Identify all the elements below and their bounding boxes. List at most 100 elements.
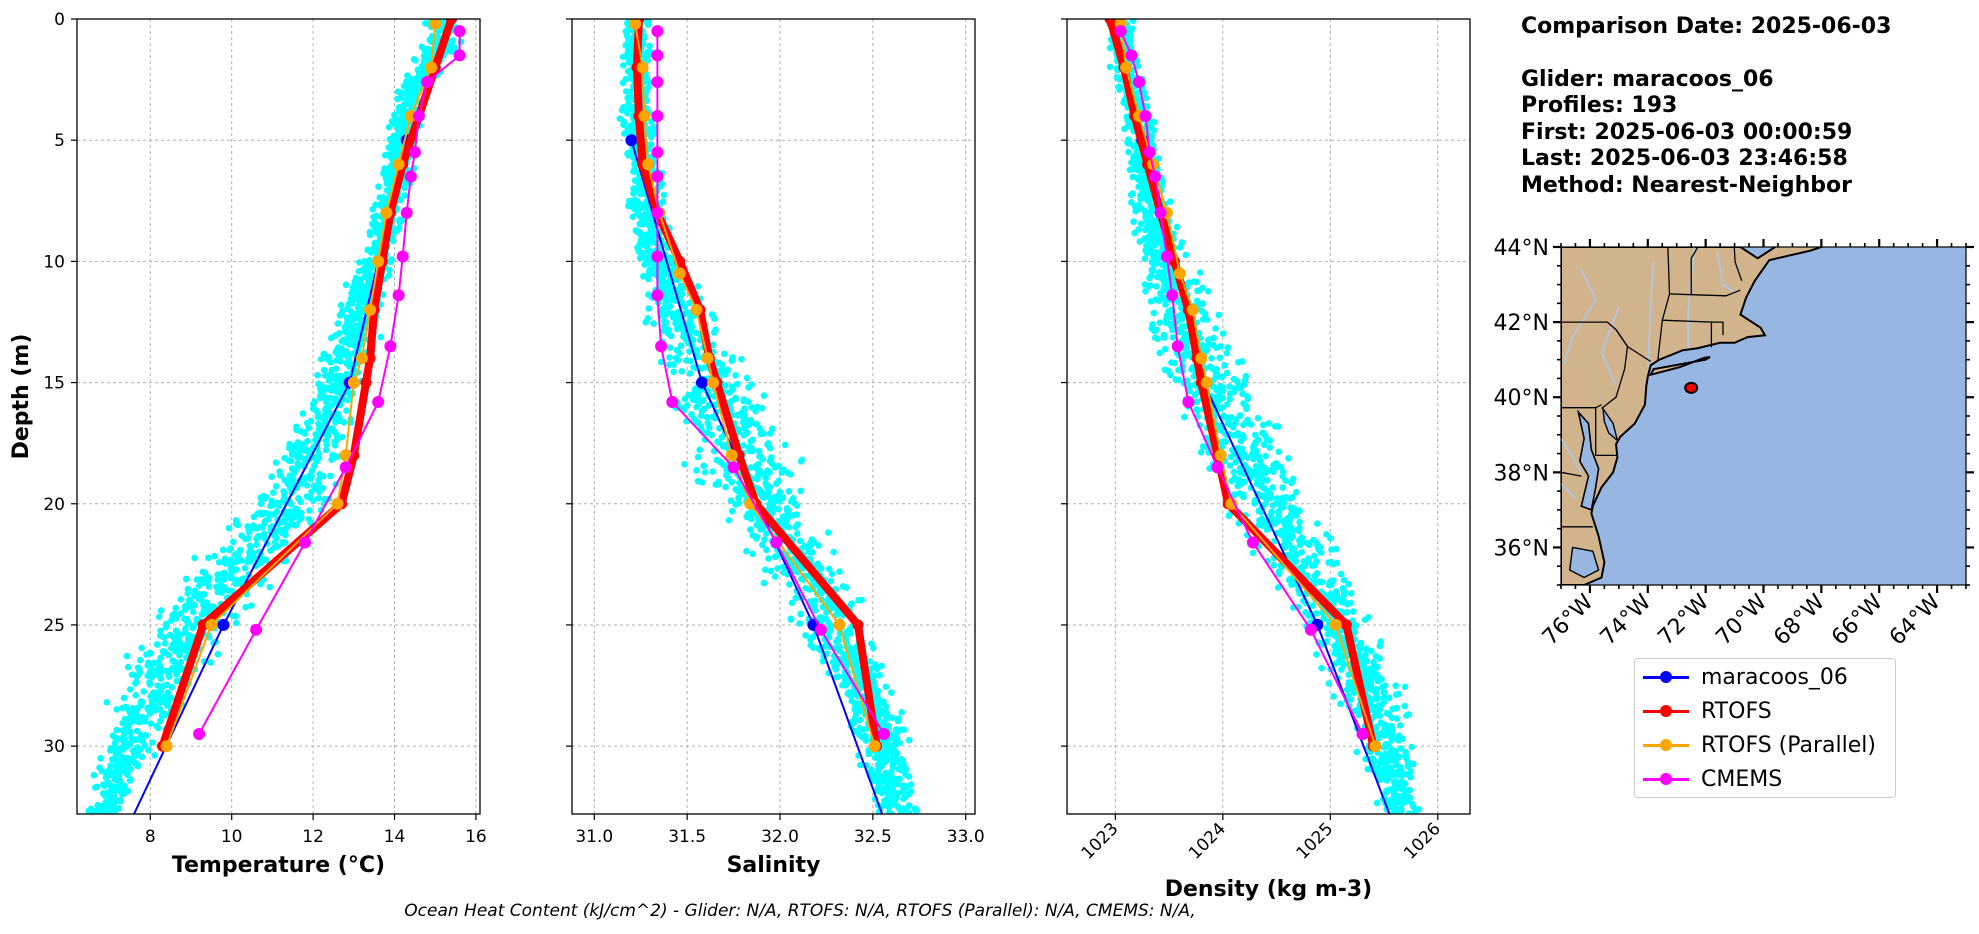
observation-point bbox=[310, 482, 318, 490]
observation-point bbox=[847, 602, 854, 609]
observation-point bbox=[1141, 89, 1148, 96]
observation-point bbox=[895, 715, 902, 722]
observation-point bbox=[327, 370, 335, 378]
series-point-rtofs_parallel bbox=[339, 449, 352, 462]
observation-point bbox=[629, 213, 637, 221]
observation-point bbox=[332, 332, 339, 339]
series-point-rtofs_parallel bbox=[642, 158, 655, 171]
observation-point bbox=[701, 469, 709, 476]
series-point-rtofs_parallel bbox=[833, 618, 846, 631]
observation-point bbox=[421, 59, 428, 66]
observation-point bbox=[107, 747, 114, 754]
observation-point bbox=[233, 619, 240, 627]
observation-point bbox=[311, 398, 319, 405]
observation-point bbox=[898, 709, 905, 716]
observation-point bbox=[1157, 290, 1164, 298]
observation-point bbox=[1260, 421, 1267, 429]
series-point-rtofs_parallel bbox=[425, 61, 438, 74]
observation-point bbox=[1347, 590, 1355, 597]
observation-point bbox=[1320, 615, 1327, 622]
series-point-cmems bbox=[651, 25, 664, 38]
observation-point bbox=[676, 314, 683, 321]
observation-point bbox=[697, 412, 705, 420]
observation-point bbox=[1343, 609, 1351, 616]
series-point-cmems bbox=[651, 76, 664, 88]
observation-point bbox=[1254, 477, 1261, 485]
observation-point bbox=[1277, 501, 1285, 509]
observation-point bbox=[827, 577, 835, 585]
observation-point bbox=[334, 344, 342, 351]
observation-point bbox=[377, 333, 385, 341]
observation-point bbox=[903, 806, 910, 813]
observation-point bbox=[1142, 209, 1150, 217]
observation-point bbox=[700, 405, 708, 413]
observation-point bbox=[177, 610, 184, 617]
observation-point bbox=[767, 567, 775, 575]
observation-point bbox=[856, 706, 863, 714]
observation-point bbox=[888, 768, 895, 776]
observation-point bbox=[892, 733, 899, 740]
observation-point bbox=[1137, 191, 1144, 199]
observation-point bbox=[666, 344, 674, 352]
observation-point bbox=[1225, 512, 1233, 520]
observation-point bbox=[383, 187, 391, 194]
observation-point bbox=[277, 519, 285, 526]
observation-point bbox=[907, 781, 915, 788]
observation-point bbox=[1287, 495, 1294, 502]
observation-point bbox=[177, 631, 184, 639]
observation-point bbox=[1141, 255, 1149, 262]
observation-point bbox=[394, 227, 401, 234]
observation-point bbox=[785, 523, 792, 531]
observation-point bbox=[1239, 390, 1246, 398]
observation-point bbox=[1244, 416, 1251, 424]
observation-point bbox=[242, 603, 249, 611]
observation-point bbox=[659, 198, 667, 205]
observation-point bbox=[184, 585, 192, 593]
observation-point bbox=[279, 539, 286, 546]
series-point-rtofs_parallel bbox=[364, 303, 377, 316]
observation-point bbox=[842, 584, 850, 591]
observation-point bbox=[352, 314, 359, 322]
observation-point bbox=[398, 122, 405, 129]
observation-point bbox=[190, 623, 197, 630]
observation-point bbox=[644, 57, 651, 64]
observation-point bbox=[301, 429, 309, 436]
observation-point bbox=[774, 505, 782, 513]
observation-point bbox=[1148, 266, 1156, 274]
observation-point bbox=[1360, 659, 1368, 667]
observation-point bbox=[333, 357, 340, 364]
observation-point bbox=[356, 276, 364, 284]
observation-point bbox=[385, 123, 393, 131]
series-point-cmems bbox=[651, 289, 664, 302]
observation-point bbox=[1302, 609, 1309, 616]
observation-point bbox=[677, 342, 685, 350]
observation-point bbox=[889, 778, 896, 786]
observation-point bbox=[261, 519, 268, 527]
observation-point bbox=[226, 546, 233, 554]
observation-point bbox=[662, 311, 669, 318]
series-point-cmems bbox=[250, 623, 263, 636]
observation-point bbox=[274, 499, 281, 507]
series-point-rtofs_parallel bbox=[629, 19, 642, 30]
observation-point bbox=[738, 355, 745, 363]
series-point-rtofs_parallel bbox=[372, 255, 385, 268]
observation-point bbox=[1163, 312, 1171, 319]
observation-point bbox=[746, 447, 753, 455]
observation-point bbox=[753, 533, 761, 541]
observation-point bbox=[214, 576, 222, 583]
series-point-rtofs_parallel bbox=[392, 158, 405, 171]
y-axis-label: Depth (m) bbox=[9, 334, 34, 460]
observation-point bbox=[1131, 229, 1138, 237]
observation-point bbox=[1223, 369, 1231, 377]
observation-point bbox=[843, 628, 851, 635]
series-point-cmems bbox=[404, 170, 417, 183]
observation-point bbox=[848, 718, 856, 726]
observation-point bbox=[1159, 261, 1167, 269]
observation-point bbox=[874, 761, 882, 769]
observation-point bbox=[841, 653, 848, 660]
observation-point bbox=[112, 776, 120, 784]
observation-point bbox=[1325, 581, 1333, 589]
observation-point bbox=[650, 232, 657, 240]
observation-point bbox=[185, 631, 192, 639]
observation-point bbox=[883, 738, 891, 746]
